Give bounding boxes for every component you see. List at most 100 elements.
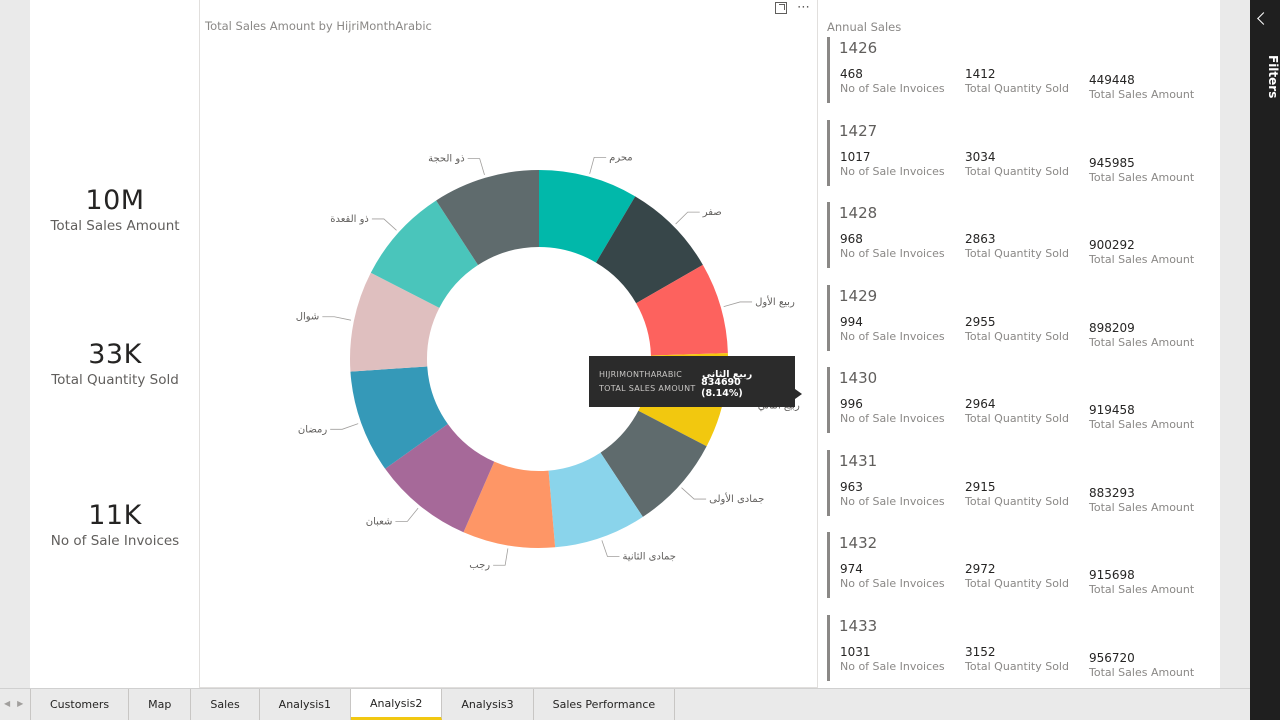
year-value: 1432 — [839, 534, 878, 552]
amount-caption: Total Sales Amount — [1089, 418, 1195, 431]
year-value: 1428 — [839, 204, 878, 222]
metric-amount: 956720 Total Sales Amount — [1089, 651, 1194, 679]
tab-analysis2[interactable]: Analysis2 — [351, 689, 443, 720]
kpi-card-sales-amount[interactable]: 10M Total Sales Amount — [30, 185, 200, 234]
report-canvas: 10M Total Sales Amount 33K Total Quantit… — [30, 0, 1220, 688]
slice-leader-line — [322, 316, 352, 321]
quantity-caption: Total Quantity Sold — [965, 495, 1069, 508]
chevron-left-icon[interactable] — [1257, 12, 1270, 25]
page-tabs: Customers Map Sales Analysis1 Analysis2 Analy… — [30, 689, 676, 720]
donut-slice[interactable] — [600, 410, 707, 517]
slice-label: ذو القعدة — [330, 214, 369, 225]
filters-pane[interactable]: Filters — [1250, 0, 1280, 720]
tooltip-key: HIJRIMONTHARABIC — [599, 369, 683, 379]
filters-label: Filters — [1266, 55, 1280, 99]
annual-sales-visual[interactable]: Annual Sales 1426 468 No of Sale Invoices 1… — [827, 0, 1220, 688]
donut-slice[interactable] — [596, 196, 703, 304]
tab-analysis3[interactable]: Analysis3 — [442, 689, 534, 720]
donut-slice[interactable] — [636, 264, 728, 356]
amount-value: 956720 — [1089, 651, 1135, 665]
metric-invoices: 974 No of Sale Invoices — [840, 562, 945, 590]
year-card[interactable]: 1432 974 No of Sale Invoices 2972 Total Quan… — [827, 532, 1207, 598]
donut-chart-visual[interactable]: Total Sales Amount by HijriMonthArabic ⋯… — [199, 0, 818, 688]
donut-chart: محرم صفر ربيع الأول ربيع الثاني جمادى الأولى… — [296, 152, 800, 571]
chart-title: Total Sales Amount by HijriMonthArabic — [205, 19, 432, 33]
metric-invoices: 994 No of Sale Invoices — [840, 315, 945, 343]
kpi-value: 33K — [88, 339, 142, 370]
year-card[interactable]: 1428 968 No of Sale Invoices 2863 Total Quan… — [827, 202, 1207, 268]
quantity-value: 2955 — [965, 315, 996, 329]
amount-caption: Total Sales Amount — [1089, 583, 1195, 596]
annual-sales-title: Annual Sales — [827, 20, 902, 34]
tab-sales-performance[interactable]: Sales Performance — [533, 689, 676, 720]
metric-invoices: 968 No of Sale Invoices — [840, 232, 945, 260]
kpi-label: Total Quantity Sold — [51, 372, 179, 388]
year-card[interactable]: 1433 1031 No of Sale Invoices 3152 Total Qua… — [827, 615, 1207, 681]
page-tab-bar: ◀ ▶ Customers Map Sales Analysis1 Analysis2 A… — [0, 688, 1250, 720]
year-value: 1426 — [839, 39, 878, 57]
metric-quantity: 3152 Total Quantity Sold — [965, 645, 1069, 673]
tab-customers[interactable]: Customers — [30, 689, 130, 720]
amount-caption: Total Sales Amount — [1089, 336, 1195, 349]
year-card[interactable]: 1427 1017 No of Sale Invoices 3034 Total Qua… — [827, 120, 1207, 186]
quantity-caption: Total Quantity Sold — [965, 660, 1069, 673]
year-card[interactable]: 1430 996 No of Sale Invoices 2964 Total Quan… — [827, 367, 1207, 433]
kpi-card-quantity-sold[interactable]: 33K Total Quantity Sold — [30, 339, 200, 388]
amount-caption: Total Sales Amount — [1089, 171, 1195, 184]
invoices-caption: No of Sale Invoices — [840, 82, 945, 95]
slice-label: شوال — [296, 312, 320, 323]
metric-invoices: 963 No of Sale Invoices — [840, 480, 945, 508]
quantity-value: 2972 — [965, 562, 996, 576]
tab-prev-icon[interactable]: ◀ — [4, 699, 11, 708]
slice-label: صفر — [702, 207, 722, 218]
donut-slice[interactable] — [436, 170, 539, 266]
kpi-card-sale-invoices[interactable]: 11K No of Sale Invoices — [30, 500, 200, 549]
amount-value: 945985 — [1089, 156, 1135, 170]
quantity-caption: Total Quantity Sold — [965, 82, 1069, 95]
slice-label: محرم — [609, 152, 633, 163]
donut-slice[interactable] — [548, 452, 643, 548]
quantity-value: 2863 — [965, 232, 996, 246]
visual-header: ⋯ — [775, 0, 811, 15]
invoices-caption: No of Sale Invoices — [840, 660, 945, 673]
invoices-caption: No of Sale Invoices — [840, 577, 945, 590]
invoices-value: 1017 — [840, 150, 871, 164]
more-options-icon[interactable]: ⋯ — [797, 0, 811, 15]
year-value: 1430 — [839, 369, 878, 387]
metric-amount: 919458 Total Sales Amount — [1089, 403, 1194, 431]
metric-amount: 900292 Total Sales Amount — [1089, 238, 1194, 266]
donut-slice[interactable] — [350, 366, 448, 469]
invoices-caption: No of Sale Invoices — [840, 165, 945, 178]
invoices-value: 963 — [840, 480, 863, 494]
tab-map[interactable]: Map — [129, 689, 192, 720]
slice-leader-line — [675, 211, 700, 225]
metric-quantity: 2863 Total Quantity Sold — [965, 232, 1069, 260]
invoices-caption: No of Sale Invoices — [840, 330, 945, 343]
focus-mode-icon[interactable] — [775, 2, 787, 14]
year-card[interactable]: 1431 963 No of Sale Invoices 2915 Total Quan… — [827, 450, 1207, 516]
slice-leader-line — [723, 301, 753, 307]
invoices-caption: No of Sale Invoices — [840, 247, 945, 260]
metric-quantity: 2972 Total Quantity Sold — [965, 562, 1069, 590]
metric-quantity: 1412 Total Quantity Sold — [965, 67, 1069, 95]
amount-value: 883293 — [1089, 486, 1135, 500]
year-card[interactable]: 1426 468 No of Sale Invoices 1412 Total Quan… — [827, 37, 1207, 103]
kpi-label: No of Sale Invoices — [50, 533, 180, 549]
tab-sales[interactable]: Sales — [191, 689, 260, 720]
quantity-value: 2964 — [965, 397, 996, 411]
invoices-value: 1031 — [840, 645, 871, 659]
donut-slice[interactable] — [370, 200, 479, 308]
invoices-value: 994 — [840, 315, 863, 329]
slice-leader-line — [330, 423, 359, 430]
amount-caption: Total Sales Amount — [1089, 253, 1195, 266]
tab-next-icon[interactable]: ▶ — [17, 699, 24, 708]
slice-label: رمضان — [298, 424, 327, 435]
kpi-label: Total Sales Amount — [50, 218, 180, 234]
donut-slice[interactable] — [350, 272, 440, 372]
slice-label: ذو الحجة — [428, 154, 465, 165]
tab-analysis1[interactable]: Analysis1 — [259, 689, 351, 720]
donut-slice[interactable] — [539, 170, 636, 263]
donut-slice[interactable] — [463, 461, 556, 548]
donut-slice[interactable] — [385, 424, 495, 533]
year-card[interactable]: 1429 994 No of Sale Invoices 2955 Total Quan… — [827, 285, 1207, 351]
